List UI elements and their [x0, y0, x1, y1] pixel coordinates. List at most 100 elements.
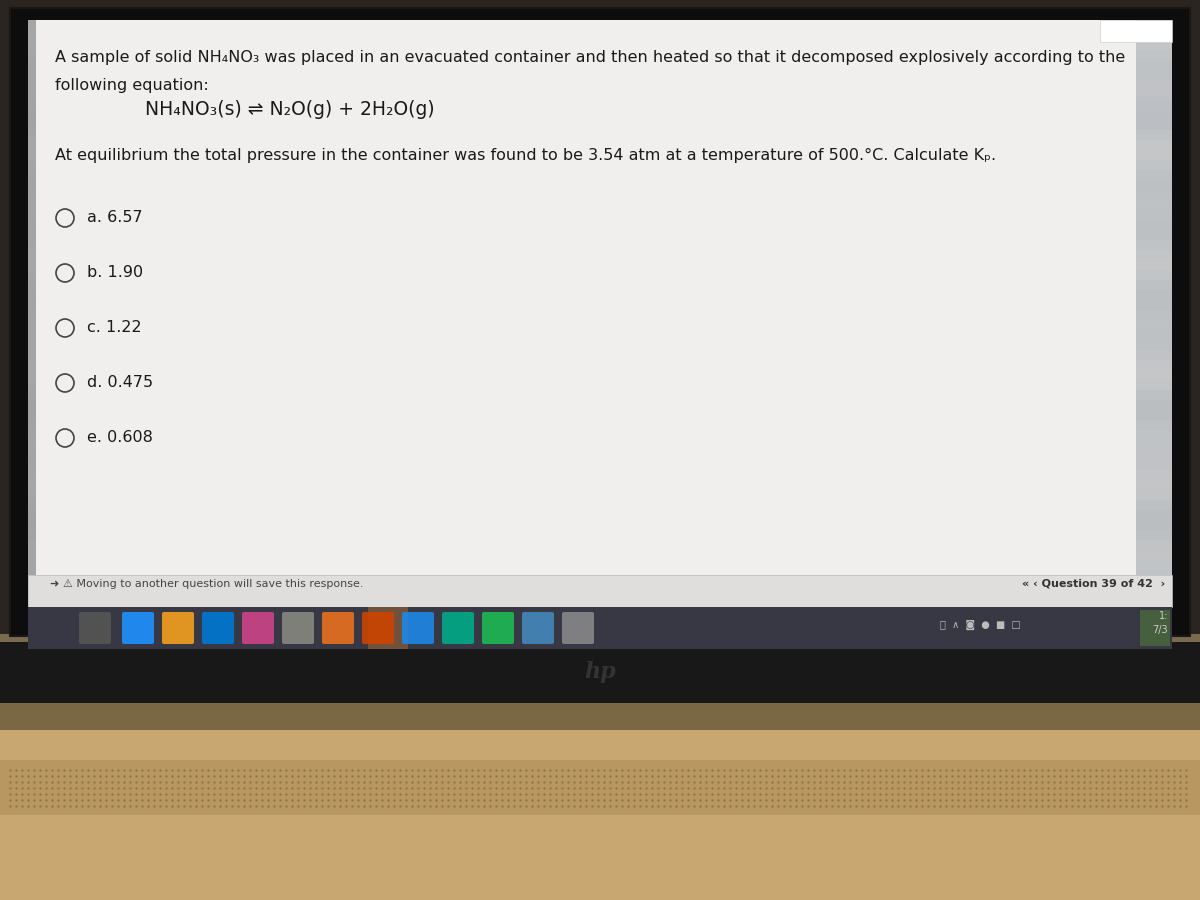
FancyBboxPatch shape — [28, 460, 1172, 471]
FancyBboxPatch shape — [1100, 20, 1172, 42]
FancyBboxPatch shape — [28, 350, 1172, 361]
FancyBboxPatch shape — [36, 20, 1136, 575]
Text: 7/3: 7/3 — [1152, 625, 1168, 635]
FancyBboxPatch shape — [28, 330, 1172, 341]
FancyBboxPatch shape — [0, 638, 1200, 703]
FancyBboxPatch shape — [28, 40, 1172, 51]
Text: c. 1.22: c. 1.22 — [88, 320, 142, 335]
FancyBboxPatch shape — [28, 250, 1172, 261]
FancyBboxPatch shape — [28, 190, 1172, 201]
FancyBboxPatch shape — [28, 240, 1172, 251]
FancyBboxPatch shape — [28, 220, 1172, 231]
Text: ➜ ⚠ Moving to another question will save this response.: ➜ ⚠ Moving to another question will save… — [50, 579, 364, 589]
FancyBboxPatch shape — [28, 100, 1172, 111]
FancyBboxPatch shape — [28, 20, 1172, 31]
FancyBboxPatch shape — [28, 270, 1172, 281]
FancyBboxPatch shape — [28, 607, 1172, 649]
FancyBboxPatch shape — [28, 140, 1172, 151]
Text: a. 6.57: a. 6.57 — [88, 210, 143, 225]
FancyBboxPatch shape — [1140, 610, 1170, 646]
FancyBboxPatch shape — [28, 260, 1172, 271]
FancyBboxPatch shape — [28, 620, 1172, 631]
FancyBboxPatch shape — [368, 607, 408, 649]
FancyBboxPatch shape — [28, 450, 1172, 461]
FancyBboxPatch shape — [482, 612, 514, 644]
Text: NH₄NO₃(s) ⇌ N₂O(g) + 2H₂O(g): NH₄NO₃(s) ⇌ N₂O(g) + 2H₂O(g) — [145, 100, 434, 119]
FancyBboxPatch shape — [28, 110, 1172, 121]
FancyBboxPatch shape — [10, 8, 1190, 636]
Text: following equation:: following equation: — [55, 78, 209, 93]
FancyBboxPatch shape — [28, 590, 1172, 601]
FancyBboxPatch shape — [0, 760, 1200, 815]
FancyBboxPatch shape — [28, 470, 1172, 481]
FancyBboxPatch shape — [322, 612, 354, 644]
FancyBboxPatch shape — [79, 612, 112, 644]
FancyBboxPatch shape — [28, 380, 1172, 391]
FancyBboxPatch shape — [562, 612, 594, 644]
FancyBboxPatch shape — [28, 610, 1172, 621]
FancyBboxPatch shape — [28, 280, 1172, 291]
Text: b. 1.90: b. 1.90 — [88, 265, 143, 280]
FancyBboxPatch shape — [28, 160, 1172, 171]
FancyBboxPatch shape — [28, 550, 1172, 561]
FancyBboxPatch shape — [28, 20, 36, 580]
FancyBboxPatch shape — [28, 440, 1172, 451]
FancyBboxPatch shape — [522, 612, 554, 644]
FancyBboxPatch shape — [28, 430, 1172, 441]
Text: At equilibrium the total pressure in the container was found to be 3.54 atm at a: At equilibrium the total pressure in the… — [55, 148, 996, 163]
FancyBboxPatch shape — [28, 320, 1172, 331]
FancyBboxPatch shape — [28, 200, 1172, 211]
Text: d. 0.475: d. 0.475 — [88, 375, 154, 390]
FancyBboxPatch shape — [442, 612, 474, 644]
FancyBboxPatch shape — [28, 60, 1172, 71]
Text: A sample of solid NH₄NO₃ was placed in an evacuated container and then heated so: A sample of solid NH₄NO₃ was placed in a… — [55, 50, 1126, 65]
FancyBboxPatch shape — [28, 300, 1172, 311]
FancyBboxPatch shape — [28, 600, 1172, 611]
FancyBboxPatch shape — [28, 410, 1172, 421]
FancyBboxPatch shape — [28, 150, 1172, 161]
FancyBboxPatch shape — [362, 612, 394, 644]
FancyBboxPatch shape — [28, 50, 1172, 61]
FancyBboxPatch shape — [28, 360, 1172, 371]
FancyBboxPatch shape — [202, 612, 234, 644]
Text: e. 0.608: e. 0.608 — [88, 430, 152, 445]
FancyBboxPatch shape — [28, 480, 1172, 491]
FancyBboxPatch shape — [28, 390, 1172, 401]
FancyBboxPatch shape — [28, 560, 1172, 571]
FancyBboxPatch shape — [28, 400, 1172, 411]
FancyBboxPatch shape — [0, 634, 1200, 642]
FancyBboxPatch shape — [28, 530, 1172, 541]
FancyBboxPatch shape — [28, 420, 1172, 431]
Text: « ‹ Question 39 of 42  ›: « ‹ Question 39 of 42 › — [1022, 579, 1165, 589]
FancyBboxPatch shape — [28, 340, 1172, 351]
Text: ⬜  ∧  ◙  ●  ■  □: ⬜ ∧ ◙ ● ■ □ — [940, 620, 1021, 630]
FancyBboxPatch shape — [28, 500, 1172, 511]
FancyBboxPatch shape — [28, 510, 1172, 521]
FancyBboxPatch shape — [28, 120, 1172, 131]
FancyBboxPatch shape — [28, 290, 1172, 301]
FancyBboxPatch shape — [28, 170, 1172, 181]
FancyBboxPatch shape — [28, 370, 1172, 381]
FancyBboxPatch shape — [28, 80, 1172, 91]
FancyBboxPatch shape — [28, 580, 1172, 591]
FancyBboxPatch shape — [162, 612, 194, 644]
FancyBboxPatch shape — [242, 612, 274, 644]
FancyBboxPatch shape — [28, 130, 1172, 141]
FancyBboxPatch shape — [282, 612, 314, 644]
FancyBboxPatch shape — [28, 210, 1172, 221]
FancyBboxPatch shape — [28, 30, 1172, 41]
Text: 1:: 1: — [1159, 611, 1168, 621]
FancyBboxPatch shape — [920, 609, 1120, 647]
FancyBboxPatch shape — [122, 612, 154, 644]
FancyBboxPatch shape — [28, 90, 1172, 101]
FancyBboxPatch shape — [28, 540, 1172, 551]
FancyBboxPatch shape — [0, 700, 1200, 730]
FancyBboxPatch shape — [402, 612, 434, 644]
FancyBboxPatch shape — [28, 310, 1172, 321]
FancyBboxPatch shape — [28, 180, 1172, 191]
FancyBboxPatch shape — [28, 570, 1172, 581]
FancyBboxPatch shape — [28, 490, 1172, 501]
FancyBboxPatch shape — [0, 730, 1200, 900]
FancyBboxPatch shape — [28, 70, 1172, 81]
Text: hp: hp — [584, 661, 616, 683]
